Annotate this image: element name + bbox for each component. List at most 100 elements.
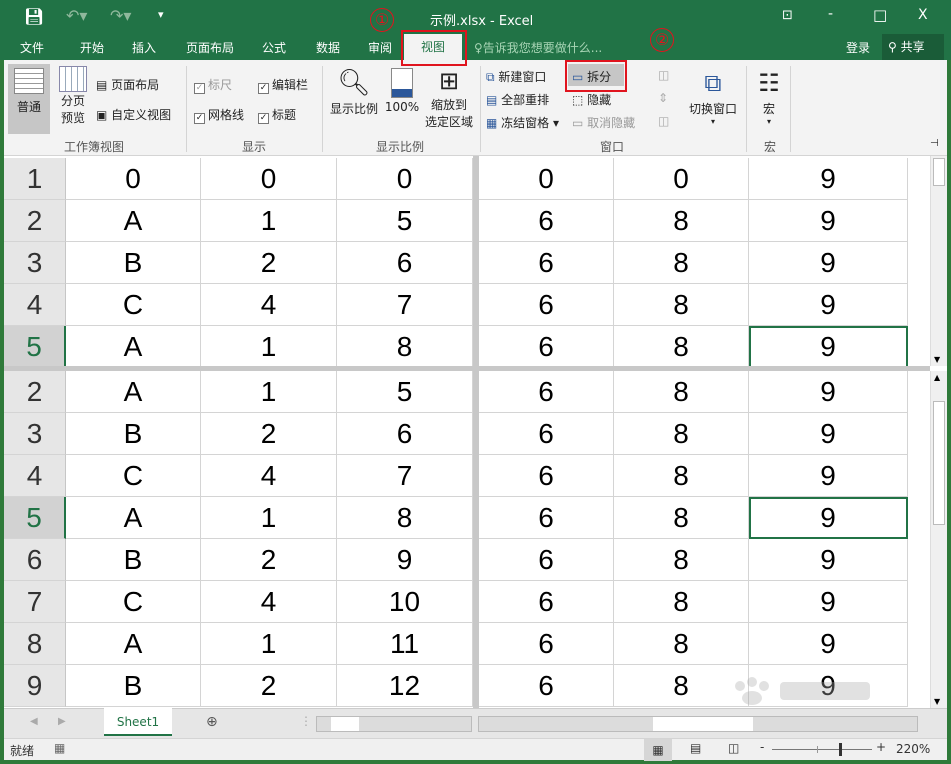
row-header[interactable]: 1 xyxy=(4,158,66,200)
cell[interactable]: 5 xyxy=(337,200,473,242)
cell[interactable]: 9 xyxy=(749,455,908,497)
cell[interactable]: 9 xyxy=(749,539,908,581)
cell[interactable]: 6 xyxy=(479,497,614,539)
redo-icon[interactable]: ↷▾ xyxy=(110,6,132,25)
cell[interactable]: 8 xyxy=(614,284,749,326)
ruler-checkbox[interactable]: ✓ 标尺 xyxy=(194,76,232,94)
zoom-percent[interactable]: 220% xyxy=(896,742,931,756)
normal-view-icon[interactable]: ▦ xyxy=(644,739,672,761)
cell[interactable]: 4 xyxy=(201,455,337,497)
zoom-slider-thumb[interactable] xyxy=(839,743,842,756)
cell[interactable]: B xyxy=(66,665,201,707)
page-break-view-icon[interactable]: ◫ xyxy=(728,741,740,755)
new-window-button[interactable]: ⧉ 新建窗口 xyxy=(486,68,546,85)
cell[interactable]: A xyxy=(66,326,201,368)
ribbon-display-icon[interactable]: ⊡ xyxy=(782,8,793,23)
row-header[interactable]: 2 xyxy=(4,371,66,413)
horizontal-split-bar[interactable] xyxy=(4,366,930,371)
headings-checkbox[interactable]: ✓ 标题 xyxy=(258,106,296,124)
cell[interactable]: 6 xyxy=(479,326,614,368)
cell[interactable]: 8 xyxy=(614,326,749,368)
pin-ribbon-icon[interactable]: ⊣ xyxy=(930,138,939,149)
cell[interactable]: B xyxy=(66,539,201,581)
cell[interactable]: 9 xyxy=(749,284,908,326)
cell[interactable]: A xyxy=(66,371,201,413)
cell[interactable]: 11 xyxy=(337,623,473,665)
row-header[interactable]: 3 xyxy=(4,242,66,284)
macro-record-icon[interactable]: ▦ xyxy=(54,741,66,755)
cell[interactable]: 2 xyxy=(201,242,337,284)
row-header[interactable]: 3 xyxy=(4,413,66,455)
cell[interactable]: 0 xyxy=(66,158,201,200)
row-header[interactable]: 5 xyxy=(4,497,66,539)
cell[interactable]: 7 xyxy=(337,455,473,497)
vertical-split-bar[interactable] xyxy=(473,156,479,708)
row-header[interactable]: 8 xyxy=(4,623,66,665)
prev-sheet-icon[interactable]: ◀ xyxy=(30,716,38,727)
cell[interactable]: 2 xyxy=(201,413,337,455)
left-horizontal-scrollbar[interactable] xyxy=(316,716,472,732)
tab-file[interactable]: 文件 xyxy=(20,41,45,55)
scroll-thumb[interactable] xyxy=(933,401,945,525)
row-header[interactable]: 4 xyxy=(4,284,66,326)
cell[interactable]: 9 xyxy=(749,242,908,284)
cell[interactable]: 5 xyxy=(337,371,473,413)
cell[interactable]: 1 xyxy=(201,326,337,368)
cell[interactable]: A xyxy=(66,497,201,539)
cell[interactable]: 6 xyxy=(479,539,614,581)
row-header[interactable]: 4 xyxy=(4,455,66,497)
zoom-slider[interactable] xyxy=(772,743,872,756)
cell[interactable]: 12 xyxy=(337,665,473,707)
cell[interactable]: 6 xyxy=(479,455,614,497)
row-header[interactable]: 6 xyxy=(4,539,66,581)
split-button[interactable]: ▭ 拆分 xyxy=(568,64,624,86)
tab-home[interactable]: 开始 xyxy=(80,41,105,55)
cell[interactable]: 8 xyxy=(614,539,749,581)
scroll-up-icon[interactable]: ▲ xyxy=(934,373,941,382)
cell[interactable]: 0 xyxy=(479,158,614,200)
cell[interactable]: 8 xyxy=(614,200,749,242)
cell[interactable]: 1 xyxy=(201,623,337,665)
maximize-button[interactable]: □ xyxy=(873,6,888,24)
macros-button[interactable]: ☷ 宏 ▾ xyxy=(752,66,786,126)
cell[interactable]: 4 xyxy=(201,284,337,326)
gridlines-checkbox[interactable]: ✓ 网格线 xyxy=(194,106,244,124)
tab-insert[interactable]: 插入 xyxy=(132,41,157,55)
cell[interactable]: 6 xyxy=(479,200,614,242)
cell[interactable]: 6 xyxy=(479,371,614,413)
tab-page-layout[interactable]: 页面布局 xyxy=(186,41,235,55)
cell[interactable]: 0 xyxy=(614,158,749,200)
cell[interactable]: C xyxy=(66,284,201,326)
sheet-tab-sheet1[interactable]: Sheet1 xyxy=(104,708,172,736)
cell[interactable]: 10 xyxy=(337,581,473,623)
scroll-down-icon[interactable]: ▼ xyxy=(934,355,941,364)
cell[interactable]: 6 xyxy=(479,623,614,665)
cell[interactable]: 8 xyxy=(614,581,749,623)
cell[interactable]: 8 xyxy=(614,242,749,284)
cell[interactable]: 9 xyxy=(749,665,908,707)
cell[interactable]: 9 xyxy=(749,200,908,242)
cell[interactable]: 0 xyxy=(201,158,337,200)
tell-me-search[interactable]: ♀︎告诉我您想要做什么... xyxy=(474,39,602,56)
sync-scroll-icon[interactable]: ⇕ xyxy=(658,91,669,105)
cell[interactable]: 8 xyxy=(337,326,473,368)
cell[interactable]: 6 xyxy=(479,413,614,455)
customize-qat-icon[interactable]: ▾ xyxy=(158,8,164,21)
tab-view[interactable]: 视图 xyxy=(404,34,462,60)
cell[interactable]: A xyxy=(66,623,201,665)
cell[interactable]: 6 xyxy=(479,665,614,707)
cell[interactable]: 6 xyxy=(479,284,614,326)
zoom-to-selection-button[interactable]: ⊞ 缩放到 选定区域 xyxy=(422,66,476,130)
arrange-all-button[interactable]: ▤ 全部重排 xyxy=(486,91,549,108)
cell[interactable]: A xyxy=(66,200,201,242)
save-icon[interactable]: 💾︎ xyxy=(24,7,45,26)
cell[interactable]: 9 xyxy=(749,371,908,413)
cell[interactable]: 2 xyxy=(201,665,337,707)
add-sheet-icon[interactable]: ⊕ xyxy=(206,714,218,730)
scroll-thumb[interactable] xyxy=(653,717,753,731)
cell[interactable]: B xyxy=(66,413,201,455)
cell[interactable]: 9 xyxy=(749,497,908,539)
cell[interactable]: 8 xyxy=(337,497,473,539)
page-layout-view-icon[interactable]: ▤ xyxy=(690,741,702,755)
